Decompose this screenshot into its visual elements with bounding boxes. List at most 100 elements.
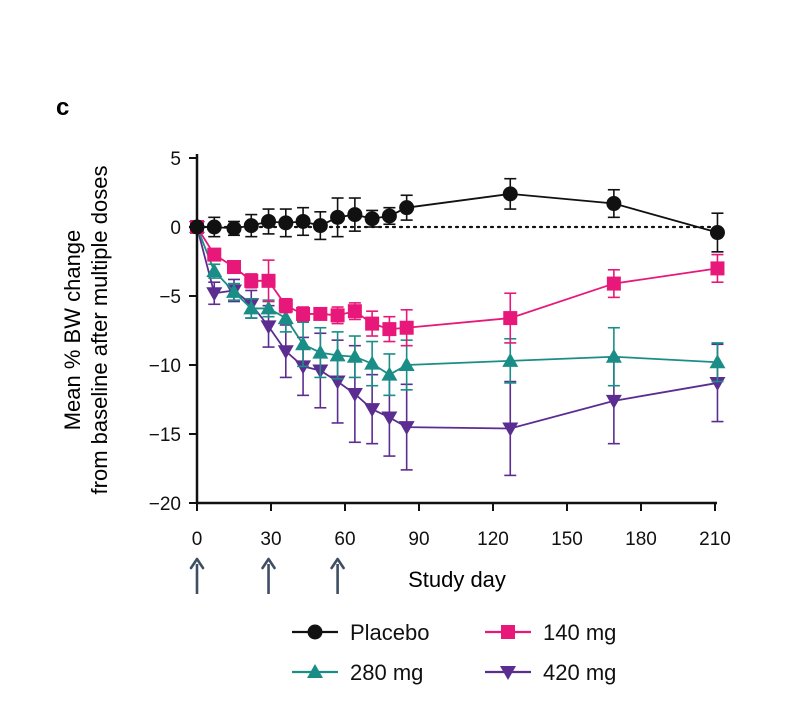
legend-entry-mg140: 140 mg (485, 620, 616, 645)
data-point-mg280 (709, 354, 726, 369)
data-point-mg140 (313, 306, 328, 321)
data-point-placebo (502, 186, 518, 202)
data-point-placebo (243, 218, 259, 234)
series-mg280 (189, 219, 726, 397)
dose-arrows (189, 557, 345, 594)
data-point-placebo (261, 213, 277, 229)
data-point-mg280 (364, 355, 381, 370)
dose-arrow (189, 557, 205, 594)
legend-marker-mg420 (500, 666, 516, 680)
data-point-mg140 (278, 298, 293, 313)
data-point-mg280 (226, 283, 242, 298)
data-point-mg420 (295, 360, 312, 375)
data-point-mg140 (227, 260, 241, 275)
x-tick-label: 30 (260, 529, 281, 550)
data-point-mg280 (312, 344, 329, 359)
data-point-mg420 (381, 411, 398, 426)
data-point-placebo (709, 225, 725, 241)
y-tick-label: −20 (149, 494, 181, 515)
series-line-placebo (197, 192, 718, 234)
legend-entry-mg280: 280 mg (292, 660, 423, 685)
data-point-mg140 (399, 320, 414, 335)
data-point-mg140 (606, 276, 621, 291)
data-point-placebo (278, 215, 294, 231)
data-point-mg140 (347, 304, 362, 319)
y-axis-title-line2: from baseline after multiple doses (87, 166, 112, 495)
y-tick-label: 0 (170, 218, 181, 239)
data-point-placebo (226, 220, 242, 236)
y-tick-label: 5 (170, 149, 181, 170)
data-point-mg420 (260, 320, 277, 335)
data-point-mg420 (398, 421, 415, 436)
axes: 5 0 −5 −10 −15 −20 0 30 60 90 120 150 180 210 (149, 149, 731, 550)
data-point-placebo (347, 207, 363, 223)
series-mg140 (190, 220, 725, 347)
data-point-mg280 (260, 300, 277, 315)
x-tick-label: 210 (699, 529, 731, 550)
data-point-placebo (606, 196, 622, 212)
dose-arrow-head (261, 557, 276, 570)
data-point-mg280 (206, 263, 223, 278)
series-placebo (189, 177, 725, 253)
data-point-mg140 (365, 316, 380, 331)
legend-label-mg420: 420 mg (543, 660, 616, 685)
data-point-mg140 (207, 247, 222, 262)
plot-area (189, 177, 726, 477)
panel-label: c (56, 94, 69, 121)
data-point-placebo (206, 219, 222, 235)
data-point-mg140 (261, 273, 276, 288)
data-point-mg280 (329, 347, 346, 362)
series-line-mg280 (196, 226, 718, 376)
data-point-mg420 (605, 394, 622, 409)
data-point-mg140 (330, 308, 345, 323)
series-mg420 (189, 221, 726, 477)
data-point-mg420 (502, 422, 519, 437)
y-tick-label: −10 (149, 356, 181, 377)
x-tick-label: 60 (334, 529, 355, 550)
x-tick-label: 0 (192, 529, 203, 550)
x-axis-title: Study day (408, 567, 506, 592)
data-point-mg280 (346, 348, 363, 363)
data-point-mg140 (244, 273, 259, 288)
dose-arrow-head (330, 557, 345, 570)
data-point-mg280 (502, 352, 519, 367)
x-tick-label: 90 (408, 529, 429, 550)
x-tick-label: 120 (477, 529, 509, 550)
data-point-mg280 (277, 310, 294, 325)
legend-entry-mg420: 420 mg (485, 660, 616, 685)
x-tick-label: 180 (625, 529, 657, 550)
data-point-mg280 (398, 357, 415, 371)
data-point-mg140 (503, 311, 518, 326)
data-point-mg280 (605, 348, 622, 363)
data-point-placebo (381, 208, 397, 224)
dose-arrow-head (189, 557, 205, 570)
data-point-placebo (399, 200, 415, 216)
data-point-mg420 (346, 387, 363, 402)
data-point-mg420 (709, 376, 726, 391)
series-line-mg420 (196, 226, 718, 430)
dose-arrow (261, 557, 276, 594)
data-point-placebo (312, 218, 328, 234)
series-line-mg140 (196, 226, 718, 331)
data-point-mg420 (277, 345, 294, 360)
legend-marker-placebo (307, 624, 323, 640)
data-point-mg420 (206, 287, 223, 302)
y-axis-title-line1: Mean % BW change (60, 230, 85, 431)
data-point-mg140 (382, 322, 397, 337)
data-point-mg140 (296, 306, 311, 321)
y-tick-label: −15 (149, 425, 181, 446)
legend-entry-placebo: Placebo (292, 620, 430, 645)
data-point-mg280 (381, 366, 398, 381)
data-point-mg420 (364, 403, 381, 418)
legend: Placebo 140 mg 280 mg 420 mg (292, 620, 616, 685)
y-tick-label: −5 (159, 287, 181, 308)
data-point-placebo (364, 211, 380, 227)
data-point-mg280 (243, 300, 260, 315)
data-point-placebo (330, 209, 346, 225)
dose-arrow (330, 557, 345, 594)
legend-label-mg140: 140 mg (543, 620, 616, 645)
legend-label-mg280: 280 mg (350, 660, 423, 685)
data-point-mg280 (295, 336, 312, 351)
legend-marker-mg280 (307, 664, 323, 678)
